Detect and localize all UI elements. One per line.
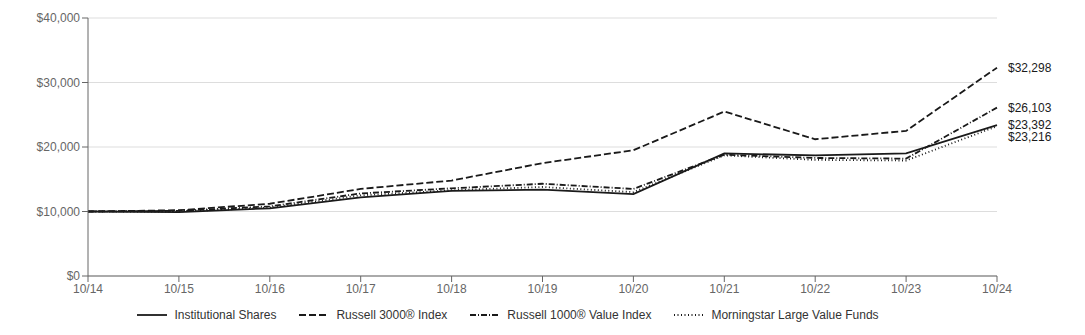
svg-text:10/20: 10/20 <box>618 282 648 296</box>
svg-text:10/15: 10/15 <box>164 282 194 296</box>
svg-text:10/16: 10/16 <box>255 282 285 296</box>
svg-text:10/22: 10/22 <box>800 282 830 296</box>
svg-text:10/19: 10/19 <box>527 282 557 296</box>
html-text:Institutional Shares: Institutional Shares <box>174 308 277 322</box>
svg-text:10/21: 10/21 <box>709 282 739 296</box>
svg-text:10/18: 10/18 <box>437 282 467 296</box>
svg-text:$23,392: $23,392 <box>1008 118 1052 133</box>
svg-text:$32,298: $32,298 <box>1008 61 1052 75</box>
svg-text:10/14: 10/14 <box>73 282 103 296</box>
svg-text:$26,103: $26,103 <box>1008 101 1052 115</box>
html-text:Russell 1000® Value Index: Russell 1000® Value Index <box>507 308 652 322</box>
svg-text:$40,000: $40,000 <box>37 11 81 25</box>
svg-text:$30,000: $30,000 <box>37 76 81 90</box>
svg-text:10/17: 10/17 <box>346 282 376 296</box>
svg-text:10/23: 10/23 <box>891 282 921 296</box>
svg-text:$0: $0 <box>67 269 81 283</box>
html-text:Morningstar Large Value Funds: Morningstar Large Value Funds <box>711 308 879 322</box>
svg-text:$10,000: $10,000 <box>37 205 81 219</box>
svg-text:10/24: 10/24 <box>982 282 1012 296</box>
html-text:Russell 3000® Index: Russell 3000® Index <box>336 308 448 322</box>
svg-text:$23,216: $23,216 <box>1008 130 1052 144</box>
svg-text:$20,000: $20,000 <box>37 140 81 154</box>
